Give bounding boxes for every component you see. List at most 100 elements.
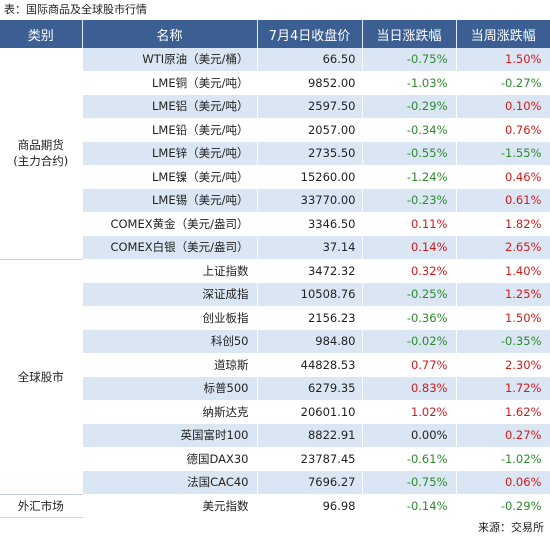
- table-row: 道琼斯 44828.53 0.77% 2.30%: [0, 353, 550, 377]
- name-cell: LME锌（美元/吨）: [82, 141, 258, 166]
- name-cell: 法国CAC40: [82, 470, 258, 495]
- table-row: LME铅（美元/吨） 2057.00 -0.34% 0.76%: [0, 118, 550, 142]
- close-price-cell: 23787.45: [257, 447, 363, 471]
- close-price-cell: 2057.00: [257, 118, 363, 142]
- table-row: LME锡（美元/吨） 33770.00 -0.23% 0.61%: [0, 188, 550, 213]
- week-change-cell: -0.29%: [456, 494, 550, 518]
- close-price-cell: 3472.32: [257, 259, 363, 283]
- table-row: 全球股市 上证指数 3472.32 0.32% 1.40%: [0, 259, 550, 495]
- close-price-cell: 15260.00: [257, 165, 363, 189]
- table-row: 德国DAX30 23787.45 -0.61% -1.02%: [0, 447, 550, 471]
- close-price-cell: 8822.91: [257, 423, 363, 448]
- day-change-cell: -0.14%: [362, 494, 457, 518]
- day-change-cell: -0.25%: [362, 282, 457, 307]
- week-change-cell: 0.10%: [456, 94, 550, 119]
- day-change-cell: -1.03%: [362, 71, 457, 95]
- close-price-cell: 20601.10: [257, 400, 363, 424]
- close-price-cell: 2597.50: [257, 94, 363, 119]
- market-table: 类别 名称 7月4日收盘价 当日涨跌幅 当周涨跌幅 商品期货 (主力合约) WTI…: [0, 20, 550, 518]
- close-price-cell: 2735.50: [257, 141, 363, 166]
- category-cell: 外汇市场: [0, 494, 83, 518]
- week-change-cell: 1.50%: [456, 48, 550, 72]
- week-change-cell: 2.30%: [456, 353, 550, 377]
- header-category: 类别: [0, 20, 83, 48]
- close-price-cell: 44828.53: [257, 353, 363, 377]
- week-change-cell: 1.62%: [456, 400, 550, 424]
- name-cell: 标普500: [82, 376, 258, 401]
- header-row: 类别 名称 7月4日收盘价 当日涨跌幅 当周涨跌幅: [0, 20, 550, 48]
- name-cell: LME铝（美元/吨）: [82, 94, 258, 119]
- name-cell: COMEX黄金（美元/盎司）: [82, 212, 258, 236]
- day-change-cell: 0.00%: [362, 423, 457, 448]
- category-cell: 全球股市: [0, 259, 83, 495]
- week-change-cell: 1.50%: [456, 306, 550, 330]
- table-row: 外汇市场 美元指数 96.98 -0.14% -0.29%: [0, 494, 550, 518]
- week-change-cell: -0.27%: [456, 71, 550, 95]
- week-change-cell: -1.55%: [456, 141, 550, 166]
- category-cell: 商品期货 (主力合约): [0, 48, 83, 260]
- week-change-cell: 0.27%: [456, 423, 550, 448]
- table-row: 标普500 6279.35 0.83% 1.72%: [0, 376, 550, 401]
- day-change-cell: -0.75%: [362, 48, 457, 72]
- week-change-cell: 0.06%: [456, 470, 550, 495]
- day-change-cell: -0.36%: [362, 306, 457, 330]
- table-row: 英国富时100 8822.91 0.00% 0.27%: [0, 423, 550, 448]
- week-change-cell: 1.40%: [456, 259, 550, 283]
- name-cell: LME铅（美元/吨）: [82, 118, 258, 142]
- name-cell: 美元指数: [82, 494, 258, 518]
- week-change-cell: -1.02%: [456, 447, 550, 471]
- week-change-cell: 0.76%: [456, 118, 550, 142]
- close-price-cell: 984.80: [257, 329, 363, 354]
- name-cell: 纳斯达克: [82, 400, 258, 424]
- close-price-cell: 7696.27: [257, 470, 363, 495]
- close-price-cell: 6279.35: [257, 376, 363, 401]
- close-price-cell: 9852.00: [257, 71, 363, 95]
- day-change-cell: 1.02%: [362, 400, 457, 424]
- table-row: 创业板指 2156.23 -0.36% 1.50%: [0, 306, 550, 330]
- day-change-cell: 0.32%: [362, 259, 457, 283]
- close-price-cell: 3346.50: [257, 212, 363, 236]
- table-body: 商品期货 (主力合约) WTI原油（美元/桶） 66.50 -0.75% 1.50% LM…: [0, 48, 550, 518]
- table-row: COMEX黄金（美元/盎司） 3346.50 0.11% 1.82%: [0, 212, 550, 236]
- table-row: LME铝（美元/吨） 2597.50 -0.29% 0.10%: [0, 94, 550, 119]
- close-price-cell: 37.14: [257, 235, 363, 260]
- name-cell: 道琼斯: [82, 353, 258, 377]
- header-week-change: 当周涨跌幅: [456, 20, 550, 48]
- name-cell: WTI原油（美元/桶）: [82, 48, 258, 72]
- name-cell: LME镍（美元/吨）: [82, 165, 258, 189]
- close-price-cell: 10508.76: [257, 282, 363, 307]
- table-row: 深证成指 10508.76 -0.25% 1.25%: [0, 282, 550, 307]
- name-cell: 深证成指: [82, 282, 258, 307]
- day-change-cell: -0.61%: [362, 447, 457, 471]
- name-cell: LME锡（美元/吨）: [82, 188, 258, 213]
- week-change-cell: 1.82%: [456, 212, 550, 236]
- week-change-cell: 2.65%: [456, 235, 550, 260]
- header-day-change: 当日涨跌幅: [362, 20, 457, 48]
- day-change-cell: -0.75%: [362, 470, 457, 495]
- name-cell: 创业板指: [82, 306, 258, 330]
- name-cell: 科创50: [82, 329, 258, 354]
- close-price-cell: 33770.00: [257, 188, 363, 213]
- day-change-cell: 0.14%: [362, 235, 457, 260]
- week-change-cell: 0.61%: [456, 188, 550, 213]
- week-change-cell: 1.25%: [456, 282, 550, 307]
- day-change-cell: 0.77%: [362, 353, 457, 377]
- table-row: 法国CAC40 7696.27 -0.75% 0.06%: [0, 470, 550, 495]
- day-change-cell: 0.83%: [362, 376, 457, 401]
- table-row: LME锌（美元/吨） 2735.50 -0.55% -1.55%: [0, 141, 550, 166]
- source-note: 来源：交易所: [478, 521, 544, 534]
- day-change-cell: -0.55%: [362, 141, 457, 166]
- close-price-cell: 96.98: [257, 494, 363, 518]
- week-change-cell: 0.46%: [456, 165, 550, 189]
- table-row: 纳斯达克 20601.10 1.02% 1.62%: [0, 400, 550, 424]
- week-change-cell: 1.72%: [456, 376, 550, 401]
- table-row: 商品期货 (主力合约) WTI原油（美元/桶） 66.50 -0.75% 1.50%: [0, 48, 550, 260]
- header-name: 名称: [82, 20, 258, 48]
- day-change-cell: -0.02%: [362, 329, 457, 354]
- name-cell: COMEX白银（美元/盎司）: [82, 235, 258, 260]
- day-change-cell: -0.23%: [362, 188, 457, 213]
- day-change-cell: -1.24%: [362, 165, 457, 189]
- table-caption: 表：国际商品及全球股市行情: [4, 3, 147, 16]
- close-price-cell: 66.50: [257, 48, 363, 72]
- name-cell: 德国DAX30: [82, 447, 258, 471]
